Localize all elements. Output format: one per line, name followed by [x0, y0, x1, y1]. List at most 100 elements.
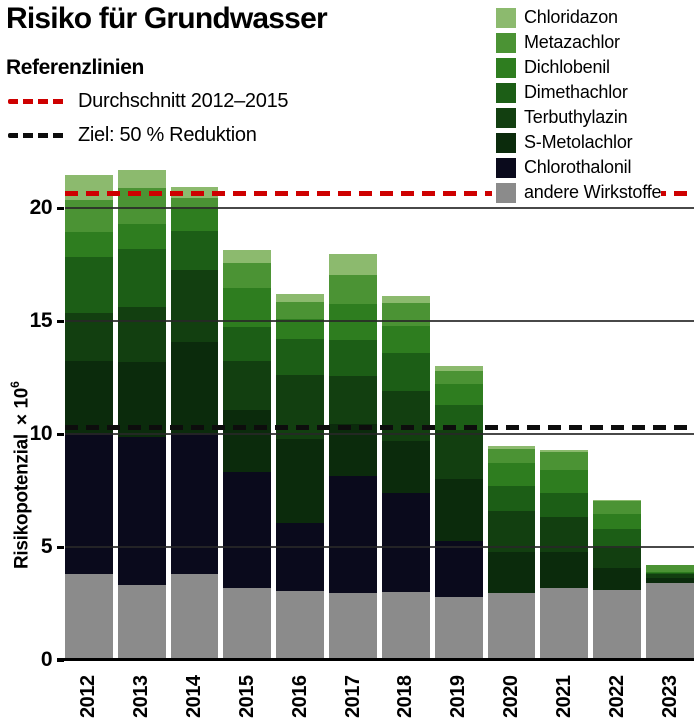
y-axis-tick [57, 433, 64, 436]
legend-label: Dichlobenil [524, 57, 610, 77]
bar-segment [65, 200, 113, 232]
bar-segment [329, 340, 377, 377]
bar-2017 [329, 254, 377, 660]
x-axis-tick-cell: 2023 [646, 664, 694, 719]
x-axis-tick-cell: 2018 [382, 664, 430, 719]
bar-segment [487, 463, 536, 487]
bar-segment [434, 479, 483, 542]
bar-segment [487, 551, 536, 594]
bar-segment [593, 499, 642, 501]
legend-item: Chlorothalonil [496, 155, 661, 180]
bar-segment [223, 249, 272, 264]
legend-swatch-icon [496, 57, 516, 78]
bar-segment [381, 391, 430, 441]
x-axis-tick-label: 2015 [235, 675, 258, 719]
bar-segment [487, 510, 536, 552]
plot-area [65, 157, 694, 660]
bar-segment [381, 296, 430, 303]
bar-segment [487, 486, 536, 511]
bar-segment [117, 437, 166, 586]
x-axis-tick-label: 2019 [447, 675, 470, 719]
x-axis-tick-label: 2017 [341, 675, 364, 719]
bar-segment [434, 366, 483, 371]
legend-item: Dichlobenil [496, 55, 661, 80]
bars-container [65, 157, 694, 660]
bar-segment [381, 592, 430, 660]
bar-segment [540, 492, 589, 517]
black-dashed-line-icon [8, 133, 66, 138]
x-axis-tick-label: 2023 [658, 675, 681, 719]
y-axis-title-superscript: 6 [8, 381, 22, 388]
legend-swatch-icon [496, 182, 516, 203]
legend-item: Terbuthylazin [496, 105, 661, 130]
x-axis-tick-cell: 2019 [435, 664, 483, 719]
y-axis-title: Risikopotenzial ×106 [8, 330, 33, 620]
bar-segment [276, 523, 325, 592]
bar-2022 [593, 499, 642, 660]
bar-segment [65, 175, 113, 201]
reference-line-key-target: Ziel: 50 % Reduktion [8, 124, 257, 147]
x-axis-line [57, 658, 694, 661]
reference-lines-heading: Referenzlinien [6, 56, 144, 79]
x-axis-tick-label: 2014 [183, 675, 206, 719]
y-axis-tick-label: 15 [29, 309, 53, 332]
bar-segment [329, 423, 377, 476]
y-axis-tick [57, 659, 64, 662]
bar-segment [65, 432, 113, 575]
bar-segment [223, 472, 272, 588]
legend-swatch-icon [496, 32, 516, 53]
bar-segment [170, 209, 219, 231]
bar-2023 [646, 565, 694, 660]
legend-item: Dimethachlor [496, 80, 661, 105]
bar-segment [540, 470, 589, 493]
bar-segment [434, 429, 483, 480]
legend-label: Chlorothalonil [524, 157, 632, 177]
bar-segment [329, 376, 377, 424]
bar-2020 [487, 446, 536, 660]
gridline [65, 207, 694, 209]
bar-segment [223, 263, 272, 289]
bar-segment [593, 514, 642, 529]
red-dashed-line-icon [8, 99, 66, 104]
x-axis-tick-cell: 2014 [171, 664, 219, 719]
x-axis-tick-label: 2021 [552, 675, 575, 719]
gridline [65, 433, 694, 435]
y-axis-tick [57, 546, 64, 549]
bar-segment [434, 370, 483, 385]
bar-segment [593, 500, 642, 515]
y-axis-tick-label: 10 [29, 422, 53, 445]
bar-segment [223, 326, 272, 361]
reference-line-key-average: Durchschnitt 2012–2015 [8, 90, 289, 113]
gridline [65, 320, 694, 322]
legend-label: andere Wirkstoffe [524, 182, 662, 202]
bar-segment [381, 302, 430, 326]
bar-segment [65, 256, 113, 314]
target-reference-line [65, 424, 694, 430]
x-axis-tick-cell: 2017 [329, 664, 377, 719]
legend-swatch-icon [496, 107, 516, 128]
bar-segment [540, 449, 589, 453]
bar-2015 [223, 249, 272, 660]
bar-segment [170, 574, 219, 660]
bar-segment [329, 274, 377, 305]
bar-segment [170, 270, 219, 343]
x-axis-tick-label: 2022 [605, 675, 628, 719]
page-title: Risiko für Grundwasser [6, 2, 328, 35]
legend-item: Metazachlor [496, 30, 661, 55]
x-axis-tick-cell: 2020 [488, 664, 536, 719]
bar-segment [170, 197, 219, 210]
reference-line-label: Ziel: 50 % Reduktion [78, 124, 257, 146]
bar-segment [117, 307, 166, 362]
bar-segment [329, 475, 377, 594]
x-axis-tick-cell: 2013 [118, 664, 166, 719]
bar-segment [487, 448, 536, 464]
bar-segment [487, 593, 536, 660]
bar-segment [117, 585, 166, 660]
x-axis-tick-label: 2013 [130, 675, 153, 719]
bar-2013 [117, 169, 166, 660]
gridline [65, 546, 694, 548]
bar-segment [434, 541, 483, 597]
bar-segment [276, 591, 325, 660]
bar-2014 [170, 186, 219, 660]
x-axis-tick-label: 2018 [394, 675, 417, 719]
